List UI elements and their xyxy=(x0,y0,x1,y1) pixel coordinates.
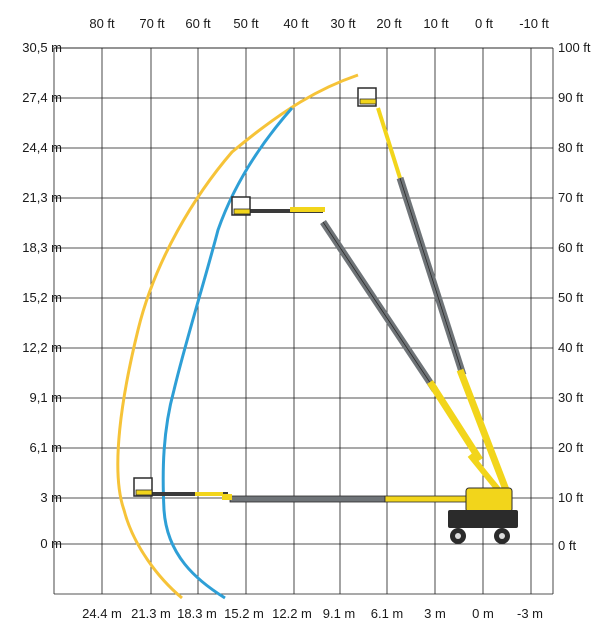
left-tick: 18,3 m xyxy=(22,240,62,255)
right-tick: 30 ft xyxy=(558,390,584,405)
top-tick: 30 ft xyxy=(330,16,356,31)
top-tick: 0 ft xyxy=(474,16,494,31)
right-tick: 40 ft xyxy=(558,340,584,355)
right-tick: 20 ft xyxy=(558,440,584,455)
outer-reach-envelope xyxy=(116,73,359,600)
left-tick: 15,2 m xyxy=(22,290,62,305)
left-tick: 6,1 m xyxy=(29,440,62,455)
top-tick: 80 ft xyxy=(89,16,115,31)
bottom-tick: 12.2 m xyxy=(272,606,312,621)
left-tick: 3 m xyxy=(40,490,62,505)
inner-reach-envelope xyxy=(161,107,294,600)
right-tick: 0 ft xyxy=(558,538,577,553)
top-tick: 10 ft xyxy=(423,16,449,31)
left-tick: 21,3 m xyxy=(22,190,62,205)
basket-low xyxy=(133,477,153,497)
top-tick: 50 ft xyxy=(233,16,259,31)
basket-high xyxy=(357,87,377,107)
boom-mid xyxy=(248,207,508,500)
top-tick: 20 ft xyxy=(376,16,402,31)
right-tick: 90 ft xyxy=(558,90,584,105)
left-tick: 24,4 m xyxy=(22,140,62,155)
basket-mid xyxy=(231,196,251,216)
right-tick: 100 ft xyxy=(558,40,591,55)
left-tick: 9,1 m xyxy=(29,390,62,405)
machine-chassis xyxy=(448,487,518,544)
right-tick: 80 ft xyxy=(558,140,584,155)
bottom-tick: 6.1 m xyxy=(370,606,404,621)
right-tick: 10 ft xyxy=(558,490,584,505)
bottom-tick: 15.2 m xyxy=(224,606,264,621)
right-tick: 50 ft xyxy=(558,290,584,305)
bottom-tick: 18.3 m xyxy=(177,606,217,621)
right-tick: 70 ft xyxy=(558,190,584,205)
bottom-tick: -3 m xyxy=(517,606,543,621)
bottom-tick: 9.1 m xyxy=(322,606,356,621)
left-tick: 12,2 m xyxy=(22,340,62,355)
left-tick: 0 m xyxy=(40,536,62,551)
top-tick: 70 ft xyxy=(139,16,165,31)
bottom-tick: 0 m xyxy=(472,606,494,621)
bottom-tick: 3 m xyxy=(424,606,446,621)
left-tick: 27,4 m xyxy=(22,90,62,105)
boom-high xyxy=(376,107,512,497)
bottom-tick: 21.3 m xyxy=(131,606,171,621)
bottom-tick: 24.4 m xyxy=(82,606,122,621)
top-tick: -10 ft xyxy=(519,16,549,31)
top-tick: 60 ft xyxy=(185,16,211,31)
boom-horizontal xyxy=(148,492,498,503)
right-tick: 60 ft xyxy=(558,240,584,255)
left-tick: 30,5 m xyxy=(22,40,62,55)
top-tick: 40 ft xyxy=(283,16,309,31)
